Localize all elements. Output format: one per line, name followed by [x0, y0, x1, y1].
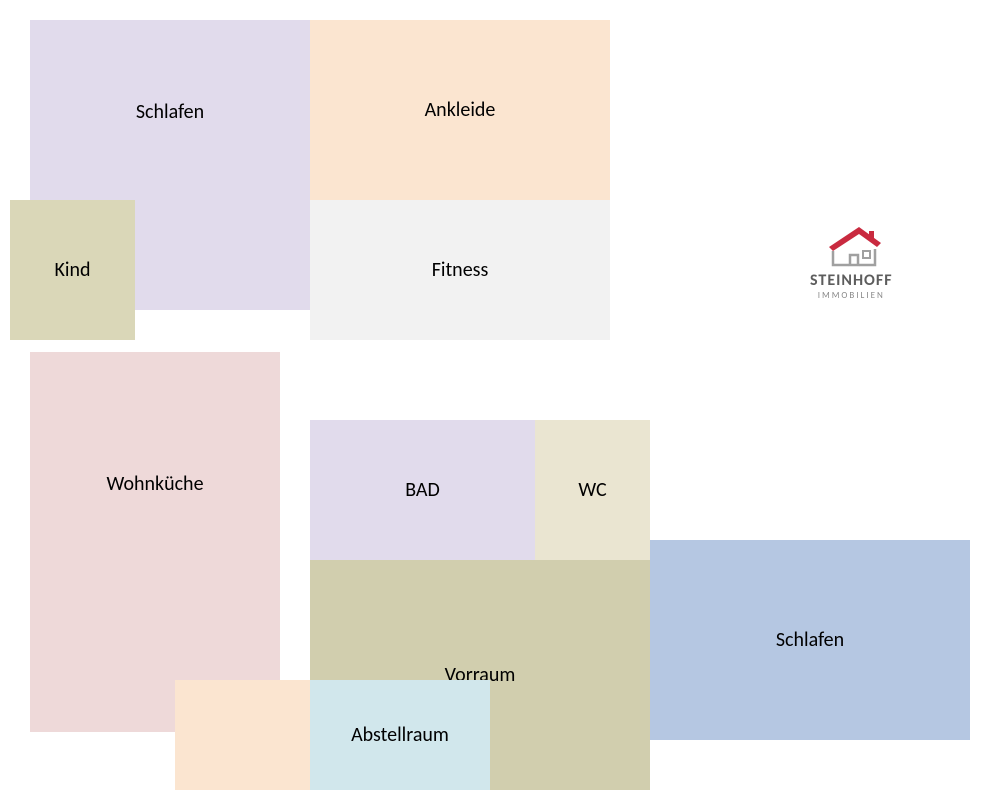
- room-ankleide: Ankleide: [310, 20, 610, 200]
- logo-wall-left: [833, 251, 849, 265]
- room-schlafen2: Schlafen: [650, 540, 970, 740]
- room-label: Kind: [55, 258, 91, 282]
- room-label: WC: [578, 478, 606, 502]
- room-bad: BAD: [310, 420, 535, 560]
- logo-main-text: STEINHOFF: [810, 271, 893, 290]
- room-label: Ankleide: [425, 98, 496, 122]
- room-wc: WC: [535, 420, 650, 560]
- room-label: Schlafen: [776, 628, 844, 652]
- room-kind: Kind: [10, 200, 135, 340]
- room-fitness: Fitness: [310, 200, 610, 340]
- room-abstellraum: Abstellraum: [310, 680, 490, 790]
- brand-logo: STEINHOFF IMMOBILIEN: [810, 225, 893, 301]
- logo-sub-text: IMMOBILIEN: [810, 290, 893, 301]
- logo-door: [850, 255, 858, 265]
- logo-chimney: [869, 231, 874, 239]
- room-abstell-bg: [175, 680, 310, 790]
- room-label: Fitness: [432, 258, 489, 282]
- room-wohnkueche: Wohnküche: [30, 352, 280, 732]
- room-label: BAD: [405, 478, 440, 502]
- room-label: Wohnküche: [106, 352, 203, 496]
- room-label: Schlafen: [136, 20, 204, 124]
- logo-window: [863, 251, 870, 258]
- room-label: Abstellraum: [351, 723, 449, 747]
- house-icon: [819, 225, 883, 269]
